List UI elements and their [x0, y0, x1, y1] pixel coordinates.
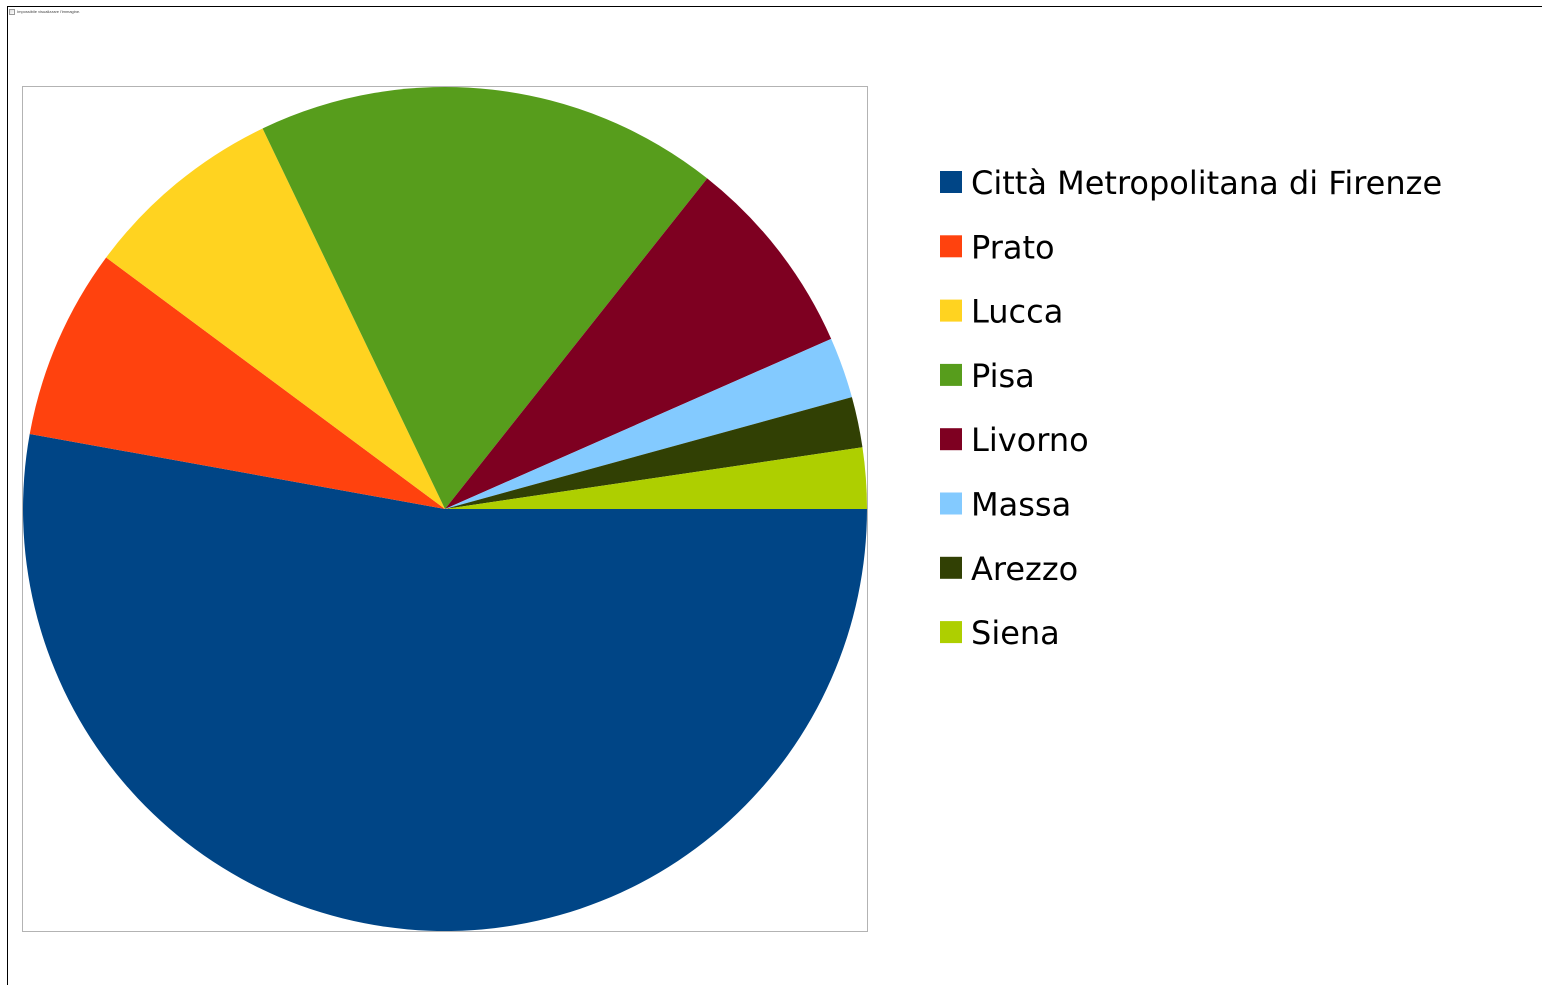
legend-swatch-lucca [940, 299, 962, 322]
legend-label-arezzo: Arezzo [971, 550, 1078, 588]
legend-swatch-pisa [940, 363, 962, 386]
pie-slice-livorno [445, 178, 832, 509]
pie-slice-prato [29, 257, 445, 509]
pie-slice-pisa [262, 87, 708, 509]
legend-swatch-arezzo [940, 556, 962, 579]
legend-label-citta-metropolitana-di-firenze: Città Metropolitana di Firenze [971, 164, 1442, 202]
legend-swatch-massa [940, 492, 962, 515]
legend: Città Metropolitana di Firenze Prato Lucca… [940, 164, 1442, 652]
window-frame [7, 6, 1542, 985]
legend-label-lucca: Lucca [971, 293, 1063, 331]
legend-label-prato: Prato [971, 228, 1055, 266]
pie-slice-siena [445, 447, 867, 509]
pie-slices [23, 87, 867, 932]
legend-label-massa: Massa [971, 486, 1071, 524]
pie-slice-lucca [106, 128, 446, 509]
pie-slice-citta-metropolitana-di-firenze [23, 433, 867, 932]
legend-swatch-prato [940, 235, 962, 258]
pie-slice-arezzo [445, 397, 863, 509]
legend-swatch-siena [940, 621, 962, 644]
broken-image-text: Impossibile visualizzare l'immagine. [17, 9, 81, 14]
pie-slice-massa [445, 338, 852, 509]
legend-label-pisa: Pisa [971, 357, 1035, 395]
broken-image-icon [9, 9, 15, 15]
legend-swatch-livorno [940, 428, 962, 451]
legend-label-livorno: Livorno [971, 421, 1089, 459]
legend-swatch-citta-metropolitana-di-firenze [940, 171, 962, 193]
broken-image-placeholder: Impossibile visualizzare l'immagine. [9, 8, 80, 16]
legend-label-siena: Siena [971, 614, 1060, 652]
